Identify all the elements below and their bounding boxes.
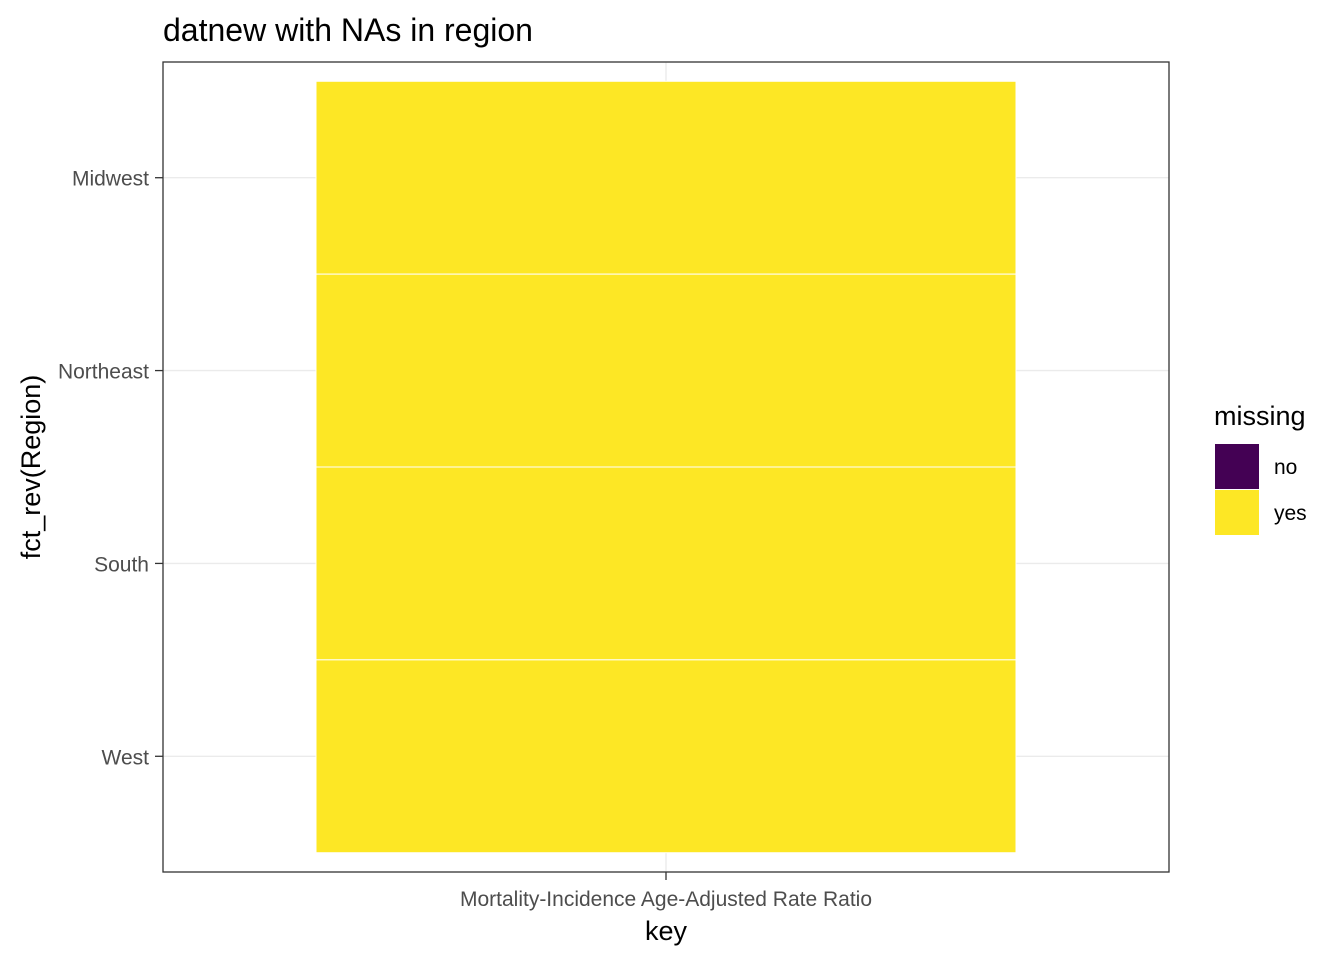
heatmap-cell: [315, 273, 1017, 468]
legend-entries: no yes: [1215, 444, 1307, 535]
heatmap-cells: [315, 80, 1017, 854]
heatmap-cell: [315, 80, 1017, 275]
chart-title: datnew with NAs in region: [163, 12, 533, 48]
legend: missing no yes: [1214, 401, 1307, 535]
y-tick-label: Midwest: [72, 168, 149, 191]
heatmap-cell: [315, 659, 1017, 854]
legend-title: missing: [1214, 401, 1306, 431]
legend-label-yes: yes: [1274, 502, 1307, 525]
y-axis-title: fct_rev(Region): [16, 375, 46, 560]
y-tick-label: Northeast: [58, 361, 149, 384]
y-axis: Midwest Northeast South West: [58, 168, 163, 769]
y-tick-label: South: [94, 553, 149, 576]
y-tick-label: West: [102, 746, 150, 769]
x-axis: Mortality-Incidence Age-Adjusted Rate Ra…: [460, 872, 872, 911]
legend-key-no: [1215, 444, 1259, 489]
legend-label-no: no: [1274, 456, 1297, 479]
x-axis-title: key: [645, 916, 688, 946]
legend-key-yes: [1215, 490, 1259, 535]
x-tick-label: Mortality-Incidence Age-Adjusted Rate Ra…: [460, 888, 872, 911]
heatmap-cell: [315, 466, 1017, 661]
